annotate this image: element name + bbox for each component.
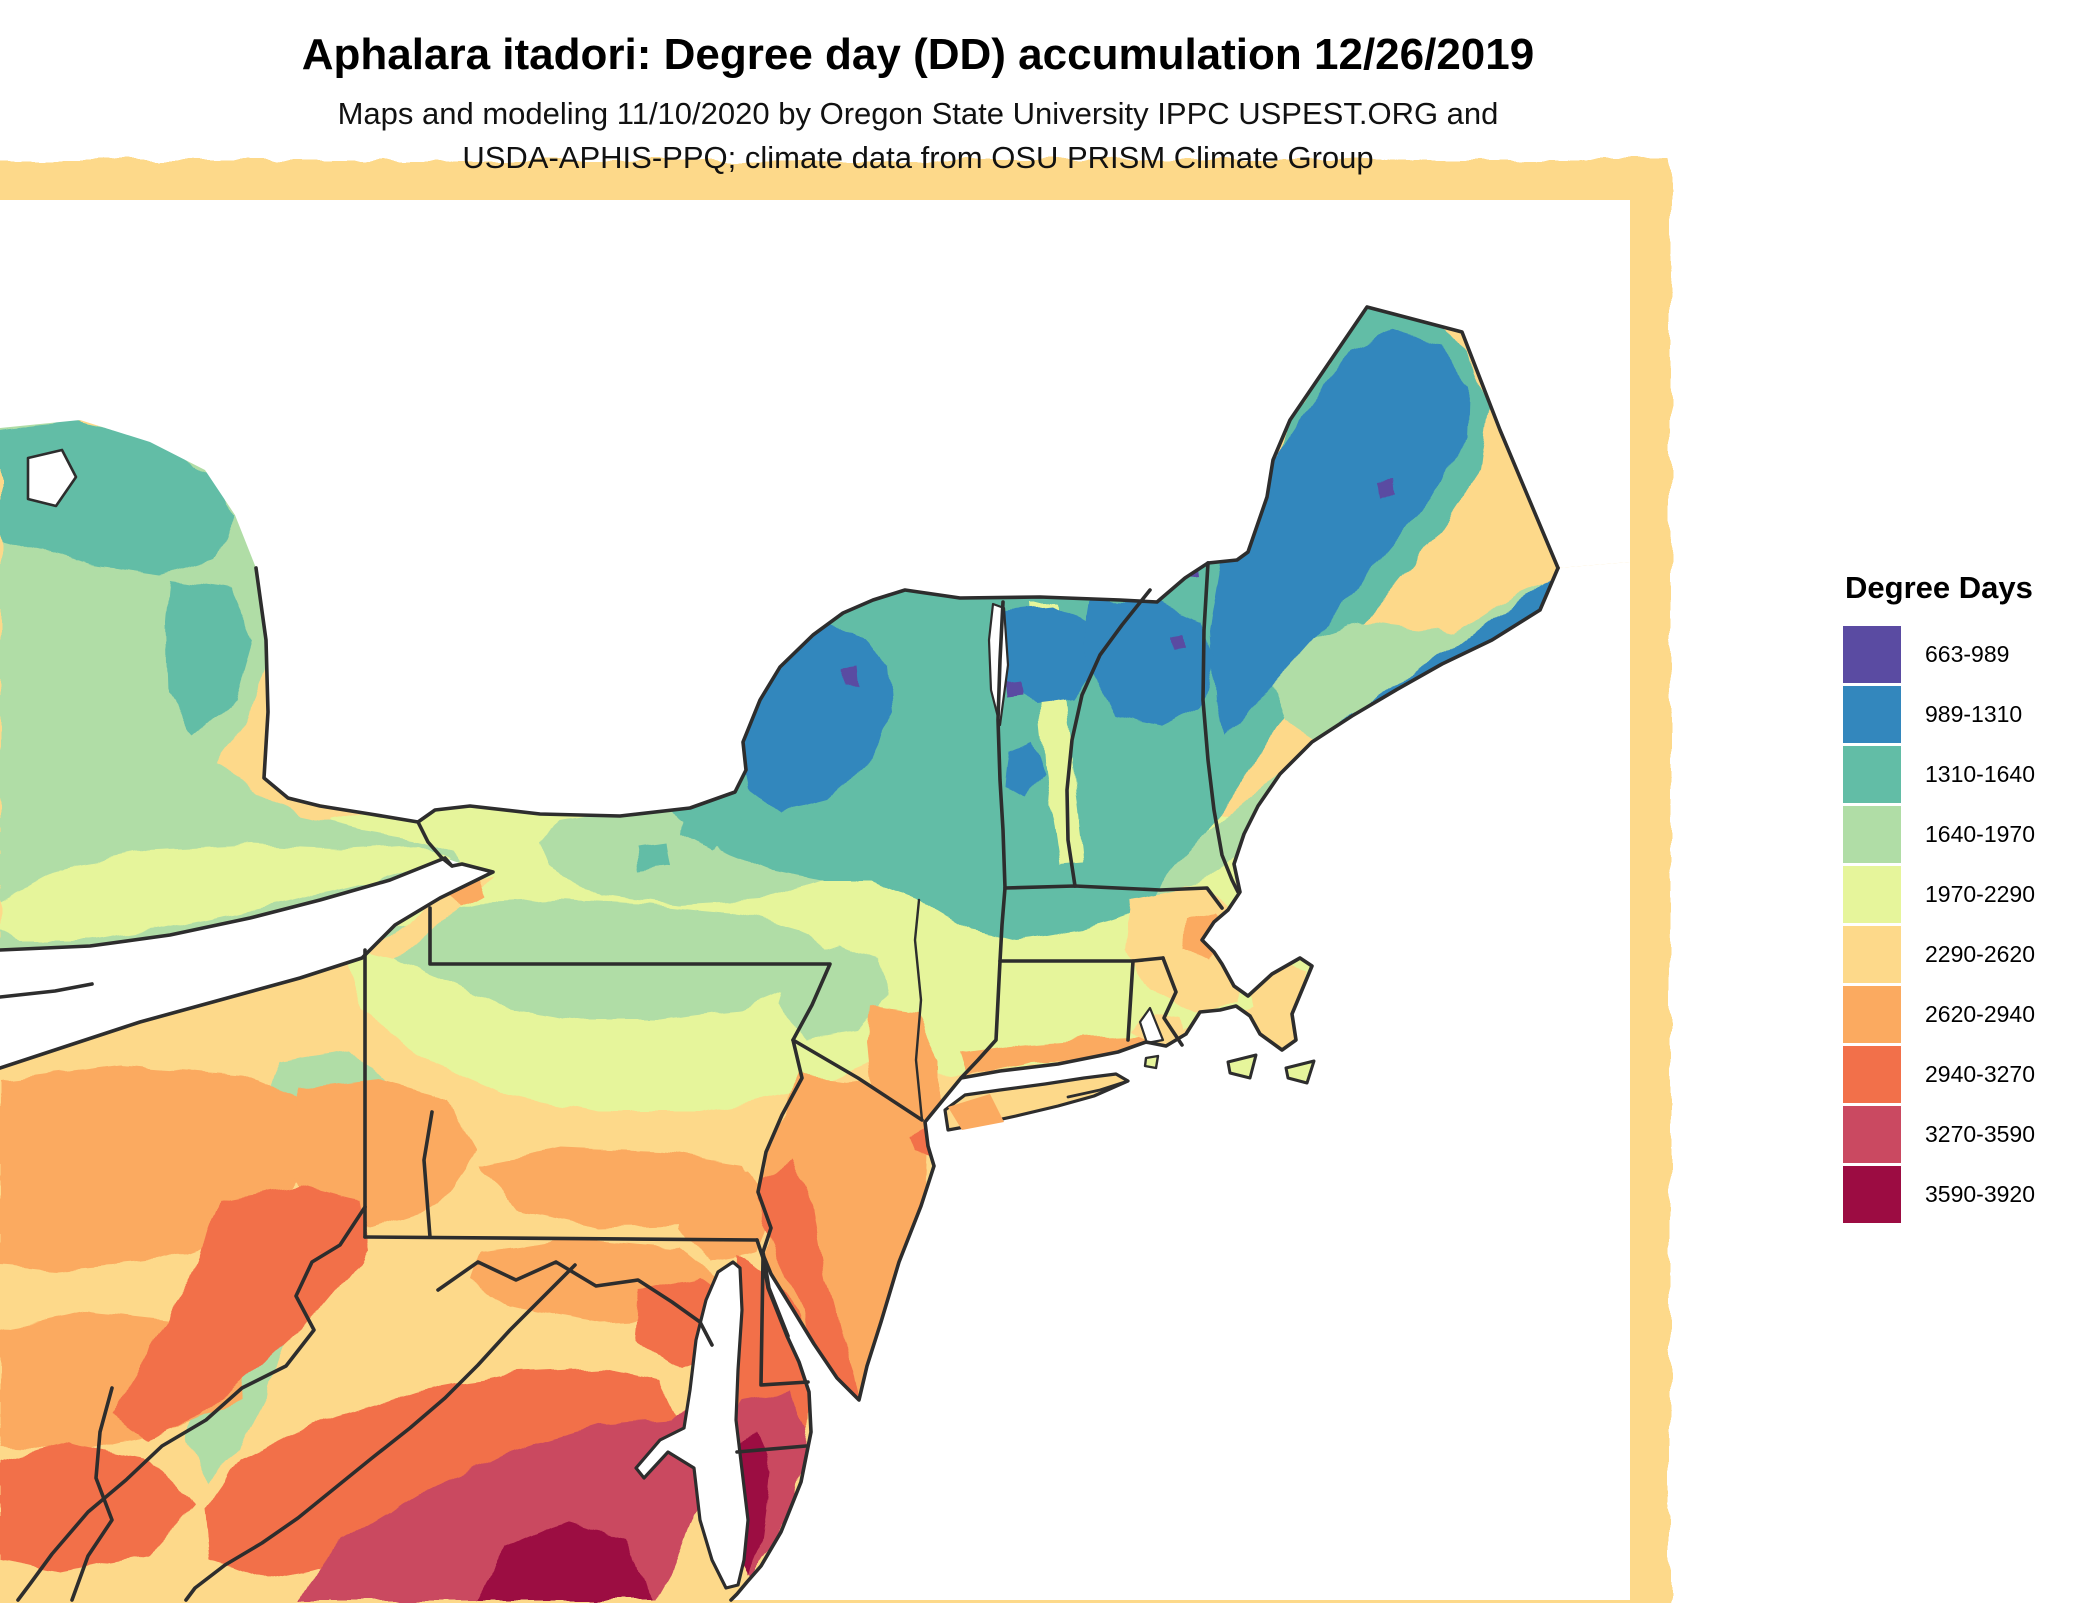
state-borders-shape — [1126, 959, 1135, 1042]
degree-day-zones-shape — [960, 1036, 1160, 1076]
legend-swatch — [1843, 805, 1901, 863]
state-borders-shape — [1065, 588, 1152, 888]
state-borders-shape — [791, 1038, 924, 1122]
degree-day-zones-shape — [478, 1522, 652, 1600]
degree-day-zones-shape — [842, 668, 858, 686]
legend-bin-label: 3270-3590 — [1925, 1120, 2035, 1147]
legend-swatch — [1843, 745, 1901, 803]
map-title: Aphalara itadori: Degree day (DD) accumu… — [301, 30, 1535, 79]
map-subtitle-line1: Maps and modeling 11/10/2020 by Oregon S… — [337, 96, 1499, 131]
state-borders-shape — [1201, 561, 1240, 894]
legend-swatch — [1843, 1105, 1901, 1163]
state-borders-shape — [913, 898, 924, 1122]
legend: Degree Days 663-989 989-1310 1310-1640 1640… — [1843, 570, 2035, 1224]
state-borders-shape — [1066, 1079, 1130, 1099]
state-borders-shape — [428, 906, 832, 1338]
legend-swatch — [1843, 685, 1901, 743]
legend-bin-label: 3590-3920 — [1925, 1180, 2035, 1207]
water-and-nodata-shape — [0, 200, 1630, 822]
legend-item: 1310-1640 — [1843, 744, 2035, 804]
legend-bin-label: 2940-3270 — [1925, 1060, 2035, 1087]
water-and-nodata-shape — [0, 858, 493, 1068]
legend-swatch — [1843, 985, 1901, 1043]
state-borders-shape — [184, 1263, 577, 1602]
legend-item: 2290-2620 — [1843, 924, 2035, 984]
degree-day-zones-shape — [760, 1075, 928, 1398]
legend-rows: 663-989 989-1310 1310-1640 1640-1970 1970-22… — [1843, 624, 2035, 1224]
state-borders — [0, 305, 1560, 1602]
legend-swatch — [1843, 1045, 1901, 1103]
legend-title: Degree Days — [1845, 570, 2033, 605]
degree-day-zones-shape — [1378, 478, 1396, 496]
map-subtitle: Maps and modeling 11/10/2020 by Oregon S… — [0, 92, 1836, 180]
legend-item: 3590-3920 — [1843, 1164, 2035, 1224]
state-borders-shape — [16, 1205, 367, 1602]
islands-shape — [1226, 1053, 1258, 1080]
state-borders-shape — [1003, 884, 1224, 910]
legend-bin-label: 1310-1640 — [1925, 760, 2035, 787]
legend-bin-label: 1640-1970 — [1925, 820, 2035, 847]
water-and-nodata — [0, 200, 1630, 1600]
legend-swatch — [1843, 625, 1901, 683]
state-borders-shape — [1206, 305, 1560, 570]
degree-day-zones-shape — [282, 1080, 478, 1228]
islands-shape — [1143, 1054, 1160, 1070]
degree-day-zones-shape — [755, 1162, 860, 1398]
water-and-nodata-shape — [634, 1260, 750, 1590]
legend-item: 2940-3270 — [1843, 1044, 2035, 1104]
degree-day-zones-shape — [205, 1368, 680, 1580]
legend-bin-label: 1970-2290 — [1925, 880, 2035, 907]
degree-day-zones-shape — [1004, 678, 1020, 696]
legend-item: 1970-2290 — [1843, 864, 2035, 924]
state-borders-shape — [735, 1444, 808, 1454]
legend-swatch — [1843, 1165, 1901, 1223]
water-and-nodata-shape — [26, 448, 78, 508]
degree-day-zones-shape — [636, 842, 668, 870]
state-borders-shape — [254, 566, 420, 824]
state-borders-shape — [1161, 956, 1184, 1047]
degree-day-zones-shape — [1170, 634, 1186, 652]
legend-item: 3270-3590 — [1843, 1104, 2035, 1164]
map-layers — [0, 160, 1670, 1603]
header: Aphalara itadori: Degree day (DD) accumu… — [0, 30, 1836, 180]
state-borders-shape — [0, 856, 454, 952]
degree-day-zones-shape — [0, 845, 452, 940]
legend-bin-label: 2620-2940 — [1925, 1000, 2035, 1027]
degree-day-zones-shape — [1210, 330, 1470, 735]
legend-bin-label: 663-989 — [1925, 640, 2010, 667]
legend-item: 989-1310 — [1843, 684, 2035, 744]
degree-day-zones-shape — [0, 1442, 195, 1572]
degree-day-zones-shape — [166, 580, 252, 735]
legend-bin-label: 989-1310 — [1925, 700, 2023, 727]
state-borders-shape — [0, 982, 94, 999]
degree-day-zones-shape — [380, 900, 830, 1020]
legend-swatch — [1843, 925, 1901, 983]
degree-day-zones-shape — [1004, 742, 1044, 796]
legend-item: 663-989 — [1843, 624, 2035, 684]
legend-bin-label: 2290-2620 — [1925, 940, 2035, 967]
legend-swatch — [1843, 865, 1901, 923]
water-and-nodata-shape — [731, 562, 1630, 1600]
state-borders-shape — [422, 1110, 434, 1239]
state-borders-shape — [436, 1260, 714, 1347]
state-borders-shape — [755, 1238, 810, 1387]
degree-day-zones-shape — [1003, 605, 1098, 705]
state-borders-shape — [0, 561, 1210, 1070]
legend-item: 2620-2940 — [1843, 984, 2035, 1044]
legend-item: 1640-1970 — [1843, 804, 2035, 864]
islands-shape — [948, 1094, 1004, 1130]
islands — [943, 1053, 1316, 1132]
islands-shape — [1284, 1059, 1316, 1085]
degree-day-zones-shape — [110, 1185, 370, 1440]
map-subtitle-line2: USDA-APHIS-PPQ; climate data from OSU PR… — [462, 140, 1374, 176]
